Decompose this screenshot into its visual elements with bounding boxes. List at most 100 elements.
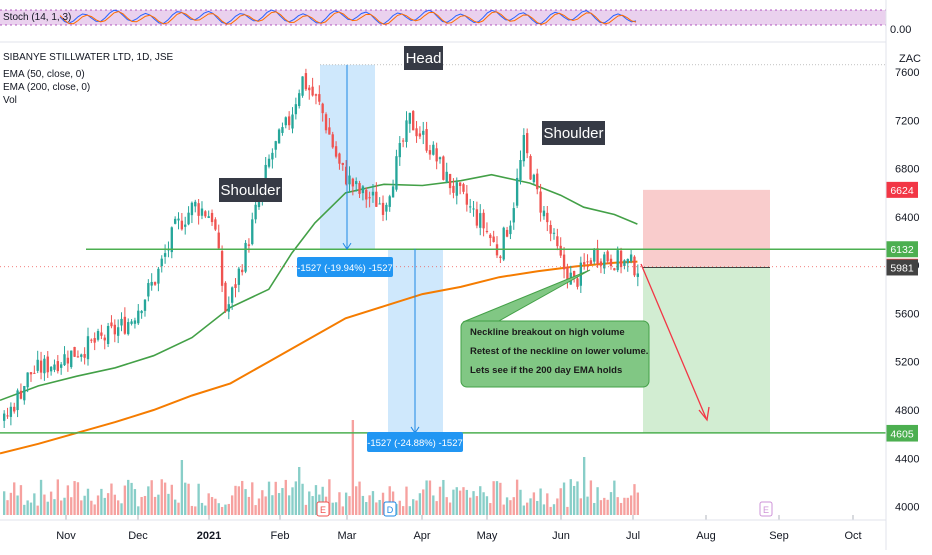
candle-body <box>277 129 281 144</box>
volume-bar <box>542 504 546 515</box>
volume-bar <box>636 492 639 515</box>
candle-body <box>499 256 502 258</box>
volume-bar <box>43 494 46 515</box>
candle-body <box>23 385 26 401</box>
candle-body <box>56 361 59 372</box>
volume-bar <box>46 501 49 515</box>
volume-bar <box>408 506 412 515</box>
candle-body <box>526 133 529 154</box>
candle-body <box>318 94 321 102</box>
volume-bar <box>106 493 110 515</box>
volume-bar <box>368 495 371 515</box>
candle-body <box>435 148 438 162</box>
volume-bar <box>405 486 408 515</box>
volume-bar <box>200 502 204 515</box>
chart-title: SIBANYE STILLWATER LTD, 1D, JSE <box>3 52 174 63</box>
candle-body <box>445 171 448 182</box>
volume-bar <box>358 481 361 515</box>
candle-body <box>197 203 200 216</box>
candle-body <box>9 406 13 417</box>
volume-bar <box>73 481 76 515</box>
y-axis-tick-label: 7200 <box>895 115 919 127</box>
y-axis-tick-label: 5600 <box>895 308 919 320</box>
volume-bar <box>264 496 267 515</box>
x-axis-tick-label: Jul <box>626 530 640 542</box>
candle-body <box>96 330 100 340</box>
volume-bar <box>425 480 428 515</box>
volume-bar <box>127 479 130 515</box>
candle-body <box>90 339 93 341</box>
volume-bar <box>566 506 569 515</box>
volume-bar <box>150 480 153 515</box>
candle-body <box>341 162 344 165</box>
candle-body <box>53 364 56 370</box>
candle-body <box>542 210 546 217</box>
volume-bar <box>274 481 277 515</box>
volume-bar <box>298 467 301 515</box>
volume-bar <box>76 482 80 515</box>
volume-bar <box>472 491 475 515</box>
volume-bar <box>217 503 220 515</box>
volume-bar <box>251 482 254 515</box>
indicator-legend-item: EMA (200, close, 0) <box>3 82 90 93</box>
candle-body <box>160 258 163 267</box>
volume-bar <box>234 485 237 515</box>
volume-bar <box>110 483 113 515</box>
y-axis-tick-label: 7600 <box>895 67 919 79</box>
candle-body <box>408 112 412 124</box>
candle-body <box>462 184 465 192</box>
candle-body <box>63 354 66 366</box>
volume-bar <box>428 480 432 515</box>
y-axis-tick-label: 4000 <box>895 502 919 514</box>
candle-body <box>479 213 482 228</box>
volume-bar <box>29 502 33 515</box>
candle-body <box>331 134 334 148</box>
candle-body <box>271 152 274 160</box>
volume-bar <box>344 492 348 515</box>
volume-bar <box>465 489 469 515</box>
volume-bar <box>536 500 539 515</box>
event-marker[interactable] <box>759 501 773 517</box>
volume-bar <box>576 481 579 515</box>
indicator-legend-item: EMA (50, close, 0) <box>3 69 85 80</box>
volume-bar <box>214 498 217 515</box>
candle-body <box>137 310 140 324</box>
volume-bar <box>526 502 529 515</box>
volume-bar <box>629 495 633 515</box>
event-marker[interactable] <box>316 501 330 517</box>
volume-bar <box>116 500 120 515</box>
candle-body <box>522 134 526 162</box>
candle-body <box>287 116 291 126</box>
volume-bar <box>509 500 512 515</box>
x-axis-tick-label: Sep <box>769 530 789 542</box>
candle-body <box>616 250 619 271</box>
volume-bar <box>257 498 261 515</box>
candle-body <box>418 133 422 137</box>
candle-body <box>304 73 308 90</box>
volume-bar <box>365 502 368 515</box>
volume-bar <box>103 497 106 515</box>
candle-body <box>177 218 180 221</box>
x-axis-tick-label: 2021 <box>197 530 221 542</box>
x-axis-tick-label: Nov <box>56 530 76 542</box>
candle-body <box>264 164 267 184</box>
measure-arrowhead-head <box>342 242 352 251</box>
candle-body <box>546 212 549 223</box>
stoch-label: Stoch (14, 1, 3) <box>3 12 71 23</box>
candle-body <box>147 283 150 297</box>
volume-bar <box>559 488 562 515</box>
candle-body <box>398 143 401 158</box>
volume-bar <box>230 495 234 515</box>
candle-body <box>432 144 435 155</box>
volume-bar <box>281 488 284 515</box>
candle-body <box>556 236 559 247</box>
event-marker[interactable] <box>383 501 397 517</box>
volume-bar <box>180 460 184 515</box>
candle-body <box>120 318 123 326</box>
candle-body <box>301 76 304 96</box>
label-right-shoulder: Shoulder <box>543 125 603 142</box>
volume-bar <box>241 480 244 515</box>
x-axis-tick-label: Oct <box>844 530 861 542</box>
volume-bar <box>26 500 29 515</box>
